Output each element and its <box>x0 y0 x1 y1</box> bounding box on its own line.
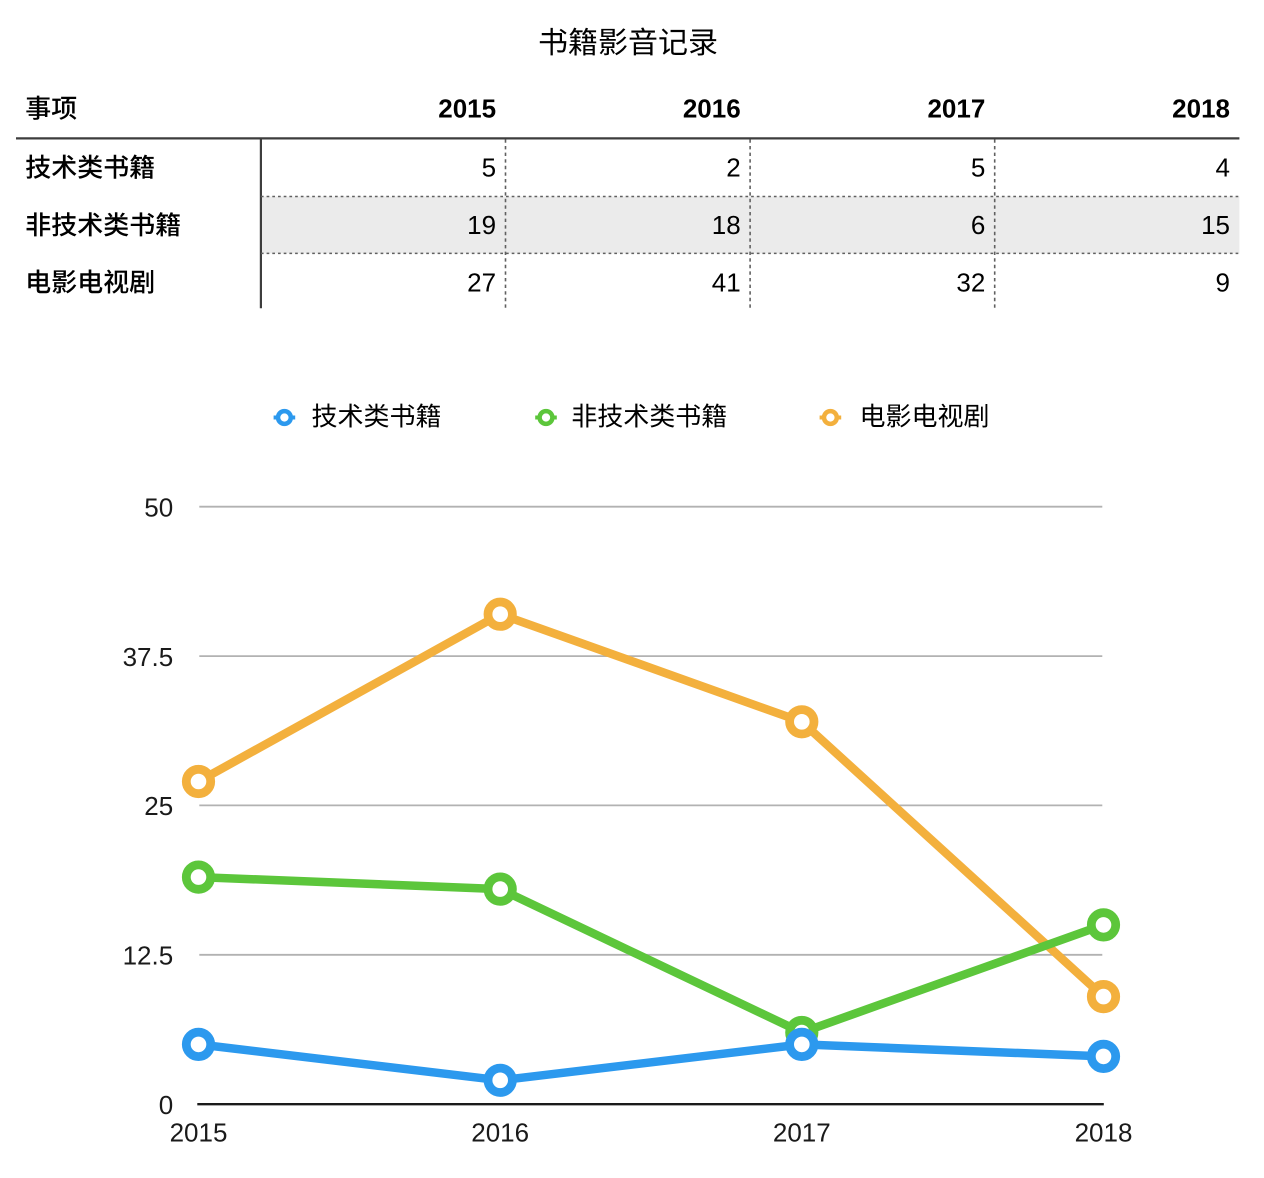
svg-text:2018: 2018 <box>1075 1117 1133 1147</box>
svg-text:5: 5 <box>971 153 985 183</box>
svg-text:41: 41 <box>712 267 741 297</box>
svg-text:19: 19 <box>467 210 496 240</box>
svg-text:37.5: 37.5 <box>123 642 174 672</box>
svg-text:2017: 2017 <box>927 94 985 124</box>
svg-text:25: 25 <box>144 791 173 821</box>
svg-text:5: 5 <box>482 153 496 183</box>
svg-text:6: 6 <box>971 210 985 240</box>
svg-text:12.5: 12.5 <box>123 941 174 971</box>
svg-text:32: 32 <box>956 267 985 297</box>
svg-text:18: 18 <box>712 210 741 240</box>
svg-text:2016: 2016 <box>471 1117 529 1147</box>
svg-text:2018: 2018 <box>1172 94 1230 124</box>
svg-text:2015: 2015 <box>170 1117 228 1147</box>
svg-text:27: 27 <box>467 267 496 297</box>
svg-text:2017: 2017 <box>773 1117 831 1147</box>
svg-text:2016: 2016 <box>683 94 741 124</box>
svg-text:4: 4 <box>1216 153 1230 183</box>
svg-text:0: 0 <box>159 1090 173 1120</box>
svg-text:50: 50 <box>144 492 173 522</box>
svg-text:15: 15 <box>1201 210 1230 240</box>
svg-text:2: 2 <box>726 153 740 183</box>
svg-text:2015: 2015 <box>438 94 496 124</box>
svg-text:9: 9 <box>1216 267 1230 297</box>
